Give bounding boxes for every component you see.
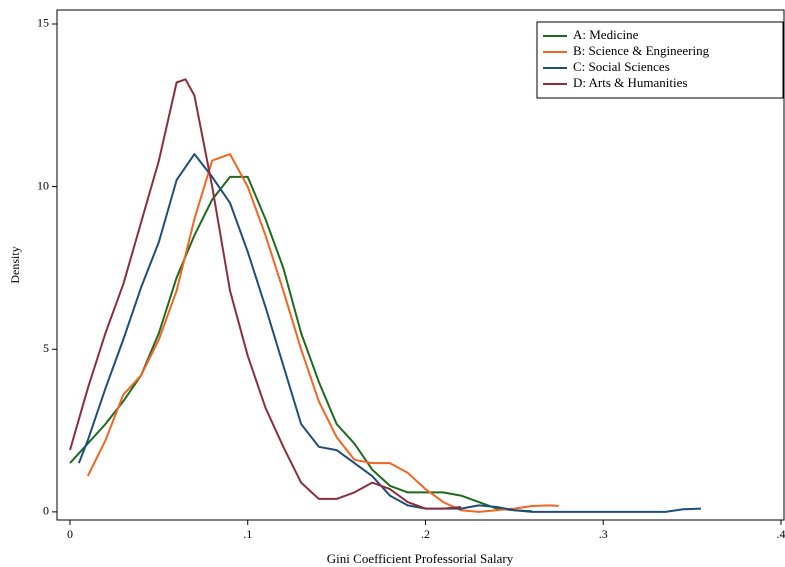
y-tick-label: 5 <box>43 341 49 355</box>
x-tick-label: .4 <box>776 527 785 541</box>
y-tick-label: 10 <box>37 178 49 192</box>
x-axis-label: Gini Coefficient Professorial Salary <box>327 551 514 566</box>
y-tick-label: 15 <box>37 16 49 30</box>
legend-box <box>536 21 784 99</box>
x-tick-label: 0 <box>67 527 73 541</box>
legend-label: D: Arts & Humanities <box>573 75 687 90</box>
density-line <box>86 153 559 513</box>
density-line <box>69 78 462 510</box>
legend-label: C: Social Sciences <box>573 59 670 74</box>
x-tick-label: .2 <box>421 527 430 541</box>
x-tick-label: .1 <box>243 527 252 541</box>
x-tick-label: .3 <box>599 527 608 541</box>
y-axis-label: Density <box>8 246 22 283</box>
y-tick-label: 0 <box>43 504 49 518</box>
legend-label: A: Medicine <box>573 27 639 42</box>
density-line <box>77 153 702 513</box>
legend-label: B: Science & Engineering <box>573 43 710 58</box>
plot-frame <box>56 9 785 521</box>
